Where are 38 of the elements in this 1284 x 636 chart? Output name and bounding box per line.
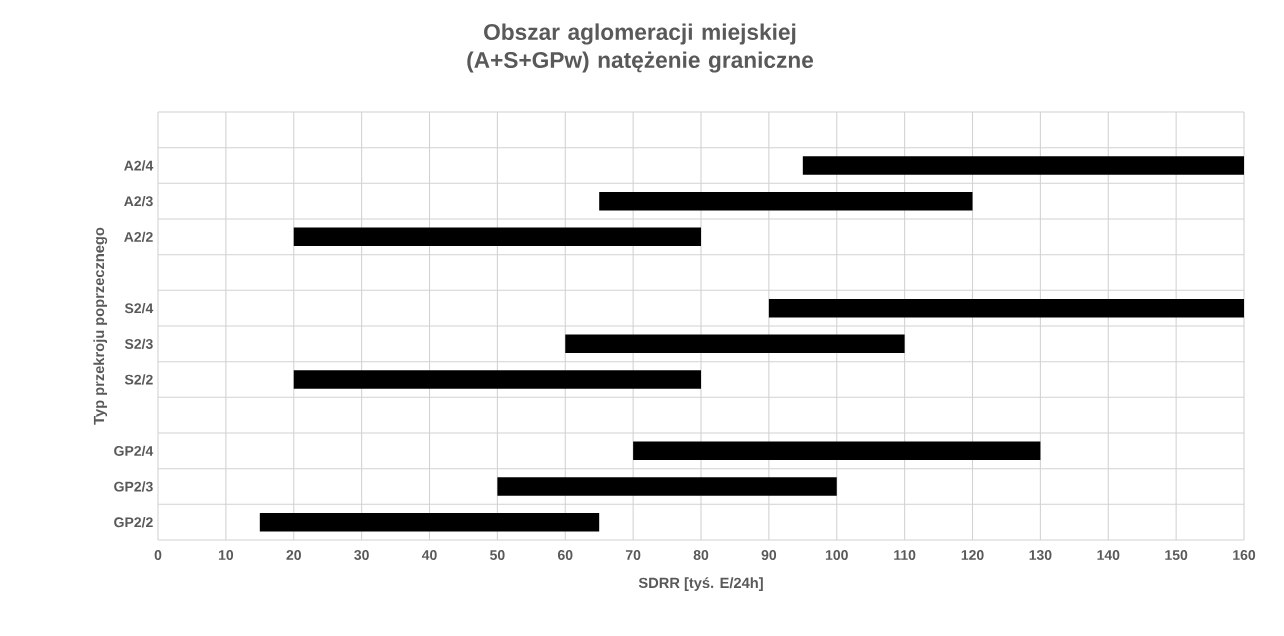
bar [768,298,1245,318]
y-tick-label: GP2/3 [114,481,153,492]
bar [599,191,973,211]
x-tick-label: 130 [1029,550,1052,560]
bar [293,227,702,247]
x-tick-label: 20 [286,550,301,560]
y-tick-label: A2/4 [124,160,154,171]
bar [633,441,1041,461]
x-tick-label: 160 [1233,550,1256,560]
y-tick-label: GP2/2 [114,516,153,528]
x-tick-label: 100 [825,550,848,560]
x-tick-label: 140 [1097,550,1120,560]
chart-title: Obszar aglomeracji miejskiej (A+S+GPw) natężenie graniczne [467,23,814,73]
x-tick-label: 40 [421,550,437,560]
y-tick-label: S2/4 [124,302,154,314]
y-tick-label: A2/3 [124,195,153,207]
x-tick-label: 50 [490,550,505,560]
x-tick-label: 110 [894,550,916,560]
bar [259,512,600,532]
x-tick-label: 0 [154,550,162,560]
x-tick-label: 80 [693,550,709,560]
x-tick-label: 10 [218,550,234,560]
x-tick-label: 150 [1165,550,1188,560]
y-tick-label: S2/3 [124,338,153,350]
x-tick-label: 120 [961,550,984,560]
y-tick-label: A2/2 [124,231,153,243]
x-tick-label: 90 [761,550,777,560]
y-axis-title: Typ przekroju poprzecznego [93,227,108,425]
x-tick-label: 30 [354,550,369,560]
bar [565,334,905,354]
bar [802,156,1245,175]
bar [293,370,702,389]
bar [497,477,837,496]
y-tick-label: S2/2 [124,374,153,385]
x-axis-title: SDRR [tyś. E/24h] [638,577,763,591]
x-tick-label: 60 [557,550,573,560]
y-tick-label: GP2/4 [114,445,154,457]
x-tick-label: 70 [625,550,641,560]
